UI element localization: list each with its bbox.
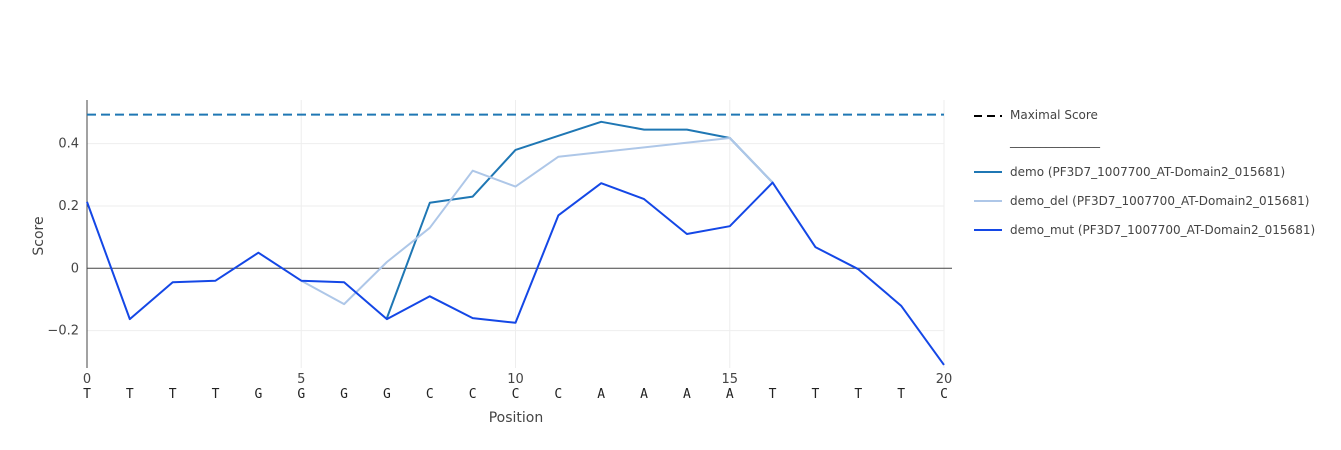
y-axis-title: Score — [31, 216, 47, 255]
legend-item-maximal-score[interactable]: Maximal Score — [974, 108, 1098, 122]
series-line-3 — [86, 181, 945, 366]
sequence-label: A — [683, 387, 691, 402]
series-line-2 — [300, 137, 774, 306]
x-axis-title: Position — [489, 410, 544, 426]
legend-item-2[interactable]: demo_del (PF3D7_1007700_AT-Domain2_01568… — [974, 194, 1309, 208]
sequence-label: C — [512, 387, 520, 402]
sequence-label: C — [940, 387, 948, 402]
sequence-label: T — [812, 387, 820, 402]
legend-item-1[interactable]: demo (PF3D7_1007700_AT-Domain2_015681) — [974, 165, 1285, 179]
y-tick-label: −0.2 — [47, 324, 79, 339]
sequence-label: T — [83, 387, 91, 402]
grid-lines — [86, 100, 945, 368]
sequence-label: C — [426, 387, 434, 402]
sequence-label: C — [554, 387, 562, 402]
y-tick-labels: −0.2 0 0.2 0.4 — [47, 137, 79, 339]
series-lines — [86, 120, 945, 366]
x-tick-label: 10 — [507, 372, 524, 387]
legend[interactable]: Maximal Score _______________demo (PF3D7_… — [974, 108, 1315, 237]
x-tick-labels: 0 5 10 15 20 — [83, 372, 952, 387]
legend-label: demo_del (PF3D7_1007700_AT-Domain2_01568… — [1010, 194, 1309, 208]
legend-label: demo (PF3D7_1007700_AT-Domain2_015681) — [1010, 165, 1285, 179]
sequence-label: T — [854, 387, 862, 402]
y-tick-label: 0.4 — [58, 137, 79, 152]
sequence-label: T — [169, 387, 177, 402]
sequence-label: A — [597, 387, 605, 402]
legend-item-3[interactable]: demo_mut (PF3D7_1007700_AT-Domain2_01568… — [974, 223, 1315, 237]
y-tick-label: 0 — [71, 261, 79, 276]
legend-label: Maximal Score — [1010, 108, 1098, 122]
x-tick-label: 0 — [83, 372, 91, 387]
sequence-label: G — [383, 387, 391, 402]
sequence-label: G — [340, 387, 348, 402]
sequence-label: A — [640, 387, 648, 402]
sequence-label: C — [469, 387, 477, 402]
sequence-label: T — [126, 387, 134, 402]
sequence-label: T — [212, 387, 220, 402]
legend-separator: _______________ — [1009, 134, 1101, 148]
sequence-label: G — [297, 387, 305, 402]
x-tick-label: 5 — [297, 372, 305, 387]
sequence-label: T — [897, 387, 905, 402]
x-tick-label: 20 — [936, 372, 953, 387]
sequence-label: G — [254, 387, 262, 402]
legend-label: demo_mut (PF3D7_1007700_AT-Domain2_01568… — [1010, 223, 1315, 237]
y-tick-label: 0.2 — [58, 199, 79, 214]
sequence-label: A — [726, 387, 734, 402]
x-tick-label: 15 — [721, 372, 738, 387]
sequence-label: T — [769, 387, 777, 402]
series-line-1 — [385, 120, 774, 319]
